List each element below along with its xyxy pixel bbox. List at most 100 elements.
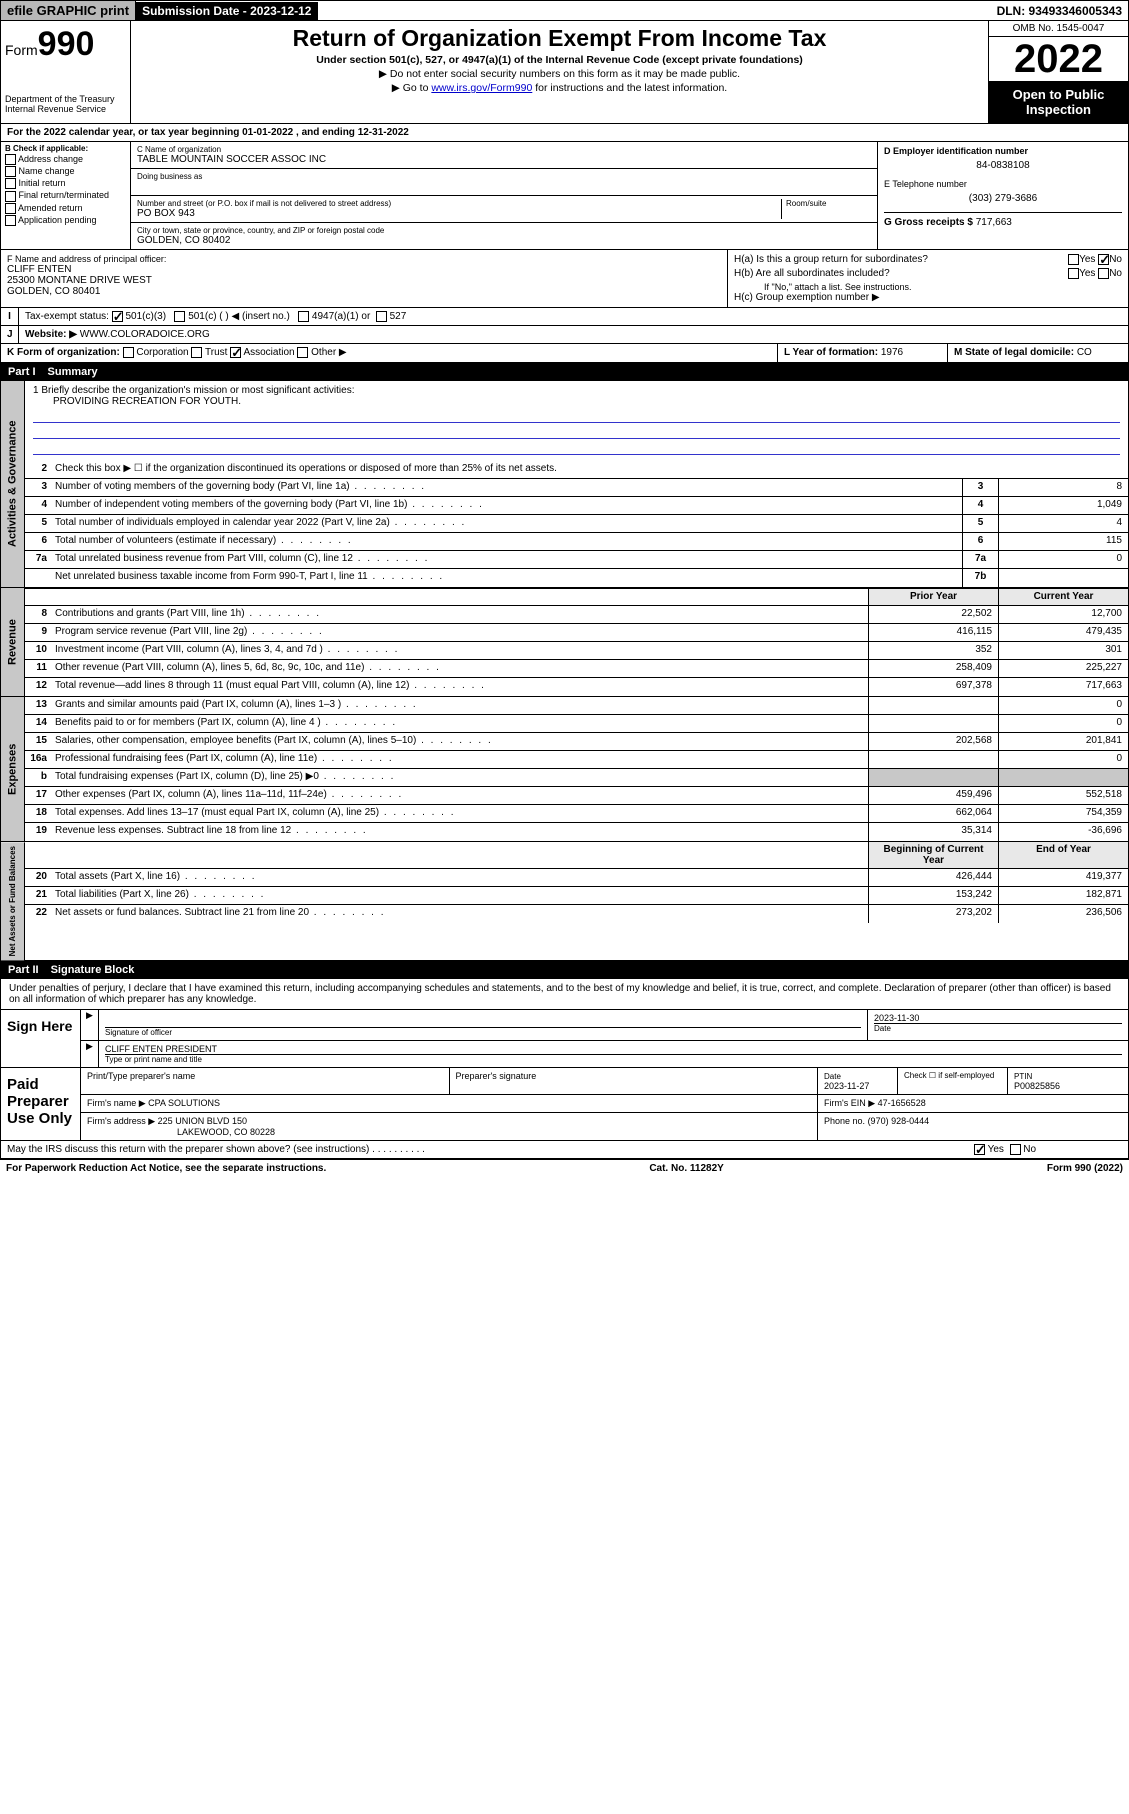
option-checkbox[interactable] (5, 154, 16, 165)
hb-yes-checkbox[interactable] (1068, 268, 1079, 279)
option-checkbox[interactable] (5, 203, 16, 214)
ein-label: D Employer identification number (884, 146, 1122, 156)
summary-row: 18Total expenses. Add lines 13–17 (must … (25, 805, 1128, 823)
page-footer: For Paperwork Reduction Act Notice, see … (0, 1159, 1129, 1177)
option-checkbox[interactable] (5, 215, 16, 226)
officer-addr1: 25300 MONTANE DRIVE WEST (7, 275, 721, 286)
discuss-no-checkbox[interactable] (1010, 1144, 1021, 1155)
top-bar: efile GRAPHIC print Submission Date - 20… (0, 0, 1129, 21)
sub3-prefix: ▶ Go to (392, 82, 432, 94)
efile-label[interactable]: efile GRAPHIC print (1, 1, 136, 20)
prep-date: 2023-11-27 (824, 1081, 869, 1091)
check-option: Name change (5, 166, 126, 177)
check-option: Address change (5, 154, 126, 165)
summary-row: 12Total revenue—add lines 8 through 11 (… (25, 678, 1128, 696)
signature-block: Under penalties of perjury, I declare th… (0, 979, 1129, 1159)
corp-checkbox[interactable] (123, 347, 134, 358)
netassets-section: Net Assets or Fund Balances Beginning of… (0, 842, 1129, 961)
org-info: C Name of organization TABLE MOUNTAIN SO… (131, 142, 878, 249)
ha-yes-checkbox[interactable] (1068, 254, 1079, 265)
4947-checkbox[interactable] (298, 311, 309, 322)
form-prefix: Form (5, 42, 38, 58)
part1-header: Part I Summary (0, 363, 1129, 381)
b-header: B Check if applicable: (5, 144, 126, 153)
tax-status-label: Tax-exempt status: (25, 311, 109, 322)
sidelabel-revenue: Revenue (1, 588, 25, 696)
ha-no-checkbox[interactable] (1098, 254, 1109, 265)
paid-preparer-label: Paid Preparer Use Only (1, 1068, 81, 1140)
summary-row: 13Grants and similar amounts paid (Part … (25, 697, 1128, 715)
part2-title: Part II (8, 964, 39, 976)
527-checkbox[interactable] (376, 311, 387, 322)
mission-answer: PROVIDING RECREATION FOR YOUTH. (53, 396, 1120, 407)
form-num: 990 (38, 25, 95, 63)
501c-checkbox[interactable] (174, 311, 185, 322)
dba-label: Doing business as (137, 172, 871, 181)
hb-no-checkbox[interactable] (1098, 268, 1109, 279)
discuss-yes-checkbox[interactable] (974, 1144, 985, 1155)
arrow-icon-2: ▶ (81, 1041, 99, 1067)
yes-label2: Yes (1079, 268, 1095, 279)
firm-city: LAKEWOOD, CO 80228 (177, 1127, 275, 1137)
summary-row: 11Other revenue (Part VIII, column (A), … (25, 660, 1128, 678)
footer-form: Form 990 (2022) (1047, 1163, 1123, 1174)
sig-date-label: Date (874, 1023, 1122, 1033)
year-formation: 1976 (881, 347, 903, 358)
room-label: Room/suite (786, 199, 871, 208)
officer-sig-label: Signature of officer (105, 1027, 861, 1037)
summary-row: 8Contributions and grants (Part VIII, li… (25, 606, 1128, 624)
other-checkbox[interactable] (297, 347, 308, 358)
summary-row: 4Number of independent voting members of… (25, 497, 1128, 515)
form-org-label: K Form of organization: (7, 348, 120, 359)
option-checkbox[interactable] (5, 178, 16, 189)
irs-label: Internal Revenue Service (5, 104, 126, 114)
officer-addr2: GOLDEN, CO 80401 (7, 286, 721, 297)
gross-receipts: 717,663 (976, 217, 1012, 228)
firm-phone-label: Phone no. (824, 1116, 865, 1126)
part1-sub: Summary (48, 366, 98, 378)
check-option: Final return/terminated (5, 190, 126, 201)
check-applicable: B Check if applicable: Address change Na… (1, 142, 131, 249)
subtitle-3: ▶ Go to www.irs.gov/Form990 for instruct… (139, 82, 980, 94)
mission-question: 1 Briefly describe the organization's mi… (33, 385, 1120, 396)
street-label: Number and street (or P.O. box if mail i… (137, 199, 781, 208)
org-name-label: C Name of organization (137, 145, 871, 154)
hb-note: If "No," attach a list. See instructions… (734, 282, 1122, 292)
firm-phone: (970) 928-0444 (868, 1116, 930, 1126)
firm-addr-label: Firm's address ▶ (87, 1116, 155, 1126)
summary-row: 14Benefits paid to or for members (Part … (25, 715, 1128, 733)
subtitle-2: ▶ Do not enter social security numbers o… (139, 68, 980, 80)
footer-cat: Cat. No. 11282Y (649, 1163, 723, 1174)
firm-name-label: Firm's name ▶ (87, 1098, 146, 1108)
end-year-hdr: End of Year (998, 842, 1128, 868)
current-year-hdr: Current Year (998, 589, 1128, 605)
street: PO BOX 943 (137, 208, 781, 219)
discuss-yes: Yes (988, 1144, 1004, 1155)
prior-year-hdr: Prior Year (868, 589, 998, 605)
ptin: P00825856 (1014, 1081, 1060, 1091)
assoc-checkbox[interactable] (230, 347, 241, 358)
line-i: I Tax-exempt status: 501(c)(3) 501(c) ( … (0, 308, 1129, 326)
revenue-section: Revenue Prior YearCurrent Year 8Contribu… (0, 588, 1129, 697)
website-label: Website: ▶ (25, 329, 77, 340)
hb-question: H(b) Are all subordinates included? (734, 268, 890, 279)
option-checkbox[interactable] (5, 166, 16, 177)
trust-checkbox[interactable] (191, 347, 202, 358)
summary-row: 15Salaries, other compensation, employee… (25, 733, 1128, 751)
expenses-section: Expenses 13Grants and similar amounts pa… (0, 697, 1129, 842)
option-checkbox[interactable] (5, 191, 16, 202)
ptin-label: PTIN (1014, 1072, 1032, 1081)
arrow-icon: ▶ (81, 1010, 99, 1040)
domicile: CO (1077, 347, 1092, 358)
phone: (303) 279-3686 (884, 193, 1122, 204)
firm-ein: 47-1656528 (878, 1098, 926, 1108)
part1-title: Part I (8, 366, 36, 378)
501c3-checkbox[interactable] (112, 311, 123, 322)
no-label2: No (1109, 268, 1122, 279)
dept-treasury: Department of the Treasury (5, 94, 126, 104)
sidelabel-expenses: Expenses (1, 697, 25, 841)
check-option: Initial return (5, 178, 126, 189)
instructions-link[interactable]: www.irs.gov/Form990 (431, 82, 532, 94)
year-formation-label: L Year of formation: (784, 347, 878, 358)
ha-question: H(a) Is this a group return for subordin… (734, 254, 928, 265)
